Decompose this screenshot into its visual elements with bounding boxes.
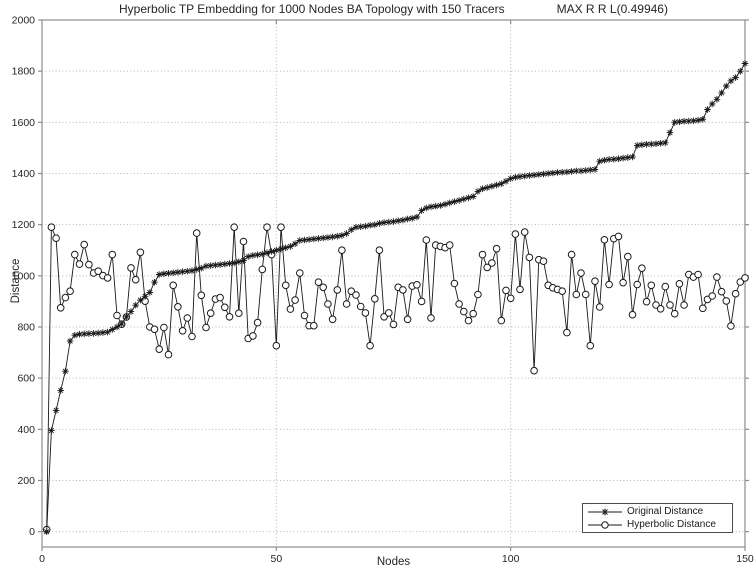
tick-labels: 0 200 400 600 800 1000 1200 1400 1600 1800 2000 0 50… (12, 15, 754, 566)
tick-marks (38, 19, 749, 551)
legend-box: Original Distance Hyperbolic Distance (582, 503, 733, 533)
chart-title-max-rrl: MAX R R L(0.49946) (556, 2, 668, 16)
legend-entry-original: Original Distance (587, 505, 728, 518)
x-axis-label: Nodes (376, 556, 411, 568)
y-tick-label: 1600 (12, 117, 36, 129)
series-original-distance-line (46, 63, 746, 532)
y-tick-label: 400 (17, 424, 35, 436)
y-tick-label: 600 (17, 373, 35, 385)
y-tick-label: 200 (17, 475, 35, 487)
circle-marker-icon (588, 520, 622, 529)
gridlines (42, 20, 745, 547)
y-tick-label: 2000 (12, 15, 36, 27)
legend-entry-hyperbolic: Hyperbolic Distance (587, 518, 728, 531)
y-tick-label: 0 (29, 526, 35, 538)
series-original-distance (43, 60, 749, 535)
y-tick-label: 800 (17, 321, 35, 333)
x-tick-label: 150 (736, 553, 754, 565)
legend-label-hyperbolic: Hyperbolic Distance (627, 519, 716, 530)
legend-label-original: Original Distance (627, 506, 704, 517)
chart-title: Hyperbolic TP Embedding for 1000 Nodes B… (119, 2, 505, 16)
chart-title-row: Hyperbolic TP Embedding for 1000 Nodes B… (42, 1, 745, 17)
series-hyperbolic-distance-markers (42, 223, 749, 534)
x-tick-label: 50 (270, 553, 282, 565)
x-tick-label: 0 (39, 553, 45, 565)
y-tick-label: 1000 (12, 270, 36, 282)
series-original-distance-markers (43, 60, 749, 535)
y-tick-label: 1400 (12, 168, 36, 180)
y-tick-label: 1800 (12, 66, 36, 78)
y-tick-label: 1200 (12, 219, 36, 231)
asterisk-marker-icon (588, 508, 622, 515)
plot-area-border (41, 19, 746, 548)
x-tick-label: 100 (502, 553, 520, 565)
